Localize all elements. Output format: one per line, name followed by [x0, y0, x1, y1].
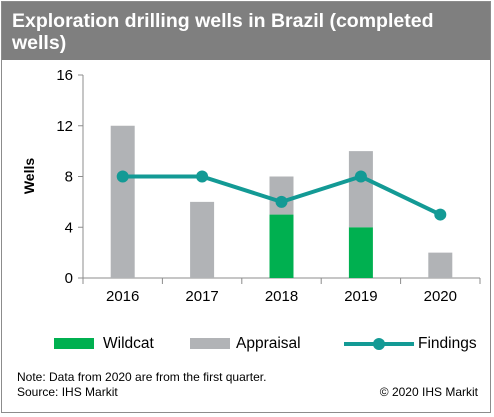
y-tick-label: 8 [65, 169, 73, 186]
point-findings-2018 [275, 195, 288, 208]
chart-title: Exploration drilling wells in Brazil (co… [12, 10, 434, 54]
y-tick-label: 16 [56, 67, 73, 84]
footer-note: Note: Data from 2020 are from the first … [17, 370, 267, 384]
footer-source: Source: IHS Markit [17, 385, 118, 399]
legend-label-appraisal: Appraisal [236, 335, 301, 352]
x-tick-label: 2017 [185, 288, 218, 305]
x-tick-label: 2019 [344, 288, 377, 305]
point-findings-2019 [354, 170, 367, 183]
point-findings-2020 [434, 208, 447, 221]
bar-wildcat-2018 [269, 214, 294, 278]
legend-line-findings [344, 338, 414, 350]
x-tick-label: 2018 [265, 288, 298, 305]
legend-label-wildcat: Wildcat [103, 335, 154, 352]
bar-appraisal-2019 [348, 151, 373, 228]
footer-copyright: © 2020 IHS Markit [379, 385, 478, 399]
legend-label-findings: Findings [418, 335, 477, 352]
bar-appraisal-2018 [269, 176, 294, 215]
point-findings-2016 [116, 170, 129, 183]
x-tick-label: 2016 [106, 288, 139, 305]
x-tick-label: 2020 [424, 288, 457, 305]
point-findings-2017 [196, 170, 209, 183]
y-tick-label: 4 [65, 219, 73, 236]
title-bar: Exploration drilling wells in Brazil (co… [2, 2, 490, 60]
y-axis-label: Wells [21, 158, 37, 195]
y-tick-label: 12 [56, 118, 73, 135]
legend-swatch-appraisal [190, 338, 230, 349]
bar-appraisal-2020 [428, 252, 453, 278]
bar-wildcat-2019 [348, 227, 373, 278]
legend-swatch-wildcat [54, 338, 94, 349]
legend: Wildcat Appraisal Findings [0, 333, 494, 355]
y-tick-label: 0 [65, 270, 73, 287]
bar-appraisal-2016 [110, 125, 135, 278]
bar-appraisal-2017 [190, 201, 215, 278]
